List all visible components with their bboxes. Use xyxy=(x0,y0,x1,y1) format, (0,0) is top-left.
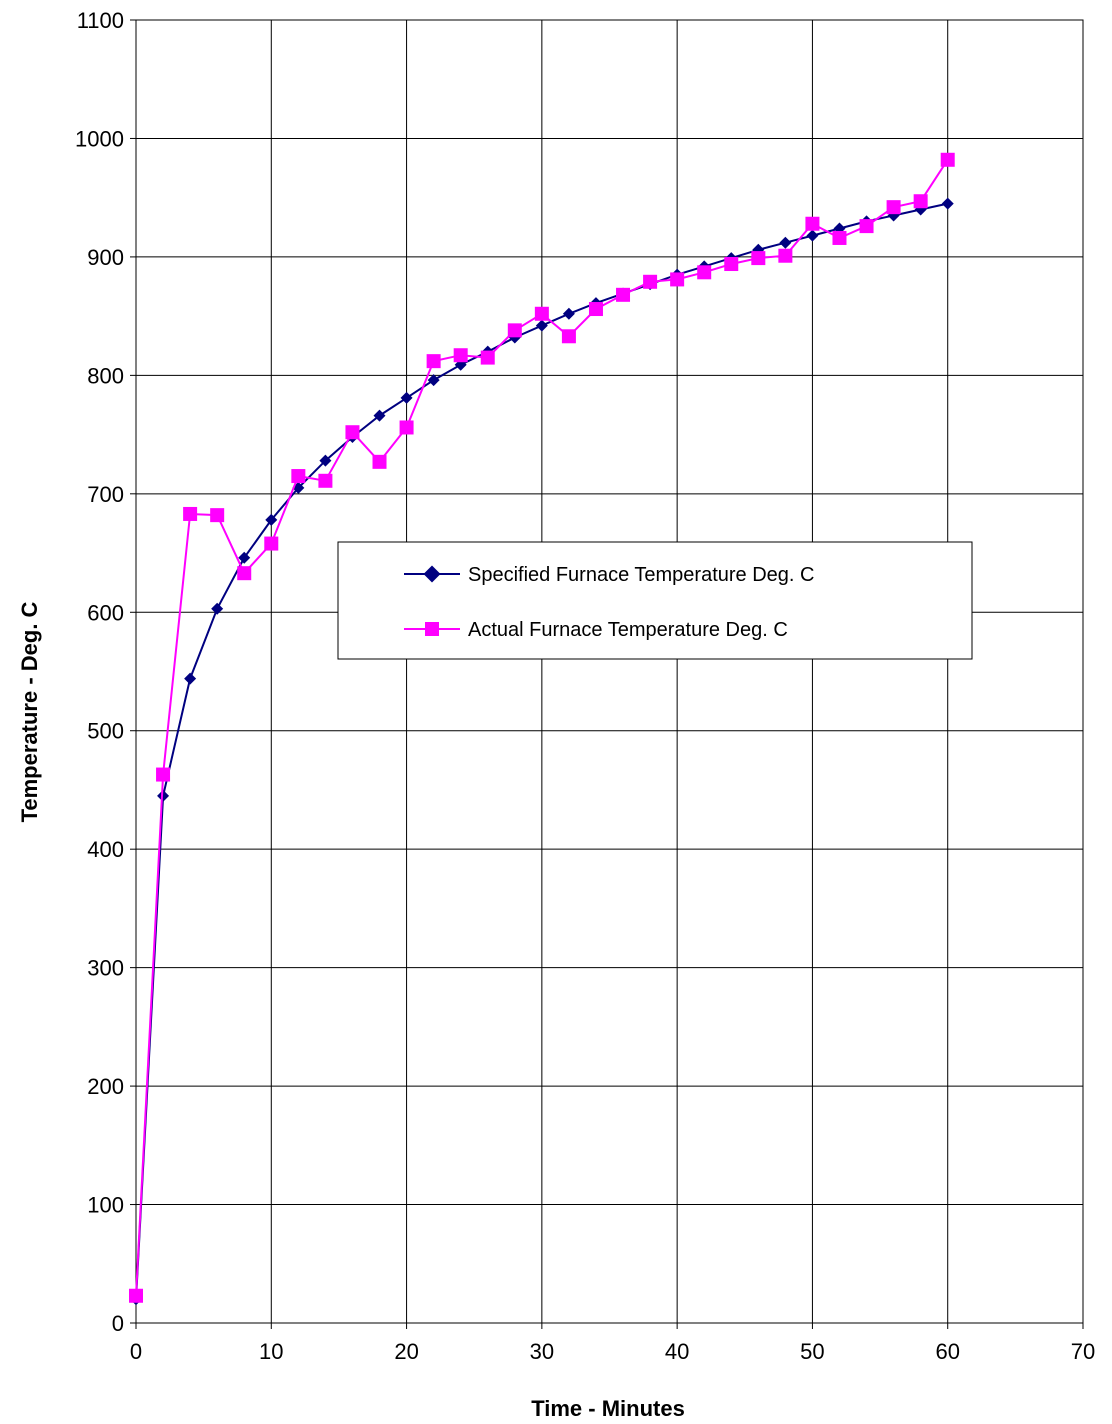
data-point xyxy=(534,306,549,321)
y-tick-label: 100 xyxy=(87,1193,124,1218)
x-tick-label: 40 xyxy=(665,1339,689,1364)
data-point xyxy=(561,329,576,344)
series-actual xyxy=(129,152,955,1303)
gridlines xyxy=(135,19,1084,1324)
x-tick-label: 50 xyxy=(800,1339,824,1364)
plot-frame xyxy=(135,19,1084,1324)
data-point xyxy=(724,257,739,272)
data-point xyxy=(264,536,279,551)
legend-marker-square xyxy=(425,622,439,636)
series-group xyxy=(129,152,955,1306)
data-point xyxy=(318,473,333,488)
data-point xyxy=(779,236,792,249)
y-tick-label: 500 xyxy=(87,719,124,744)
y-tick-label: 600 xyxy=(87,600,124,625)
data-point xyxy=(157,789,170,802)
data-point xyxy=(265,513,278,526)
legend-label-actual: Actual Furnace Temperature Deg. C xyxy=(468,619,788,641)
data-point xyxy=(238,551,251,564)
data-point xyxy=(480,350,495,365)
y-tick-label: 400 xyxy=(87,837,124,862)
data-point xyxy=(616,287,631,302)
data-point xyxy=(129,1288,143,1303)
legend-box xyxy=(337,541,973,660)
data-point xyxy=(832,230,847,245)
axes xyxy=(130,19,1084,1329)
data-point xyxy=(291,469,306,484)
data-point xyxy=(778,248,793,263)
data-point xyxy=(372,454,387,469)
data-point xyxy=(859,219,874,234)
y-tick-label: 900 xyxy=(87,245,124,270)
y-tick-label: 200 xyxy=(87,1074,124,1099)
y-tick-label: 0 xyxy=(112,1311,124,1336)
data-point xyxy=(453,348,468,363)
data-point xyxy=(588,302,603,317)
data-point xyxy=(535,319,548,332)
y-tick-label: 700 xyxy=(87,482,124,507)
data-point xyxy=(210,508,225,523)
data-point xyxy=(941,197,954,210)
x-tick-label: 0 xyxy=(130,1339,142,1364)
data-point xyxy=(426,354,441,369)
data-point xyxy=(345,425,360,440)
data-point xyxy=(507,323,522,338)
data-point xyxy=(697,265,712,280)
data-point xyxy=(670,272,685,287)
data-point xyxy=(427,374,440,387)
x-tick-label: 60 xyxy=(935,1339,959,1364)
data-point xyxy=(805,216,820,231)
data-point xyxy=(184,672,197,685)
tick-labels: 0 100 200 300 400 500 600 700 800 900 1000 1100 0 10 2… xyxy=(75,8,1095,1364)
x-axis-title: Time - Minutes xyxy=(531,1396,685,1421)
data-point xyxy=(373,409,386,422)
x-tick-label: 30 xyxy=(530,1339,554,1364)
legend: Specified Furnace Temperature Deg. C Act… xyxy=(337,541,973,660)
data-point xyxy=(940,152,955,167)
data-point xyxy=(751,251,766,266)
x-tick-label: 70 xyxy=(1071,1339,1095,1364)
y-tick-label: 300 xyxy=(87,956,124,981)
data-point xyxy=(913,194,928,209)
data-point xyxy=(237,566,252,581)
x-tick-label: 10 xyxy=(259,1339,283,1364)
data-point xyxy=(562,307,575,320)
y-axis-title: Temperature - Deg. C xyxy=(17,601,42,822)
legend-item-specified: Specified Furnace Temperature Deg. C xyxy=(404,564,814,586)
data-point xyxy=(806,229,819,242)
y-tick-label: 1000 xyxy=(75,126,124,151)
data-point xyxy=(643,274,658,289)
data-point xyxy=(156,767,171,782)
legend-marker-diamond xyxy=(423,565,441,583)
data-point xyxy=(400,391,413,404)
data-point xyxy=(183,506,198,521)
data-point xyxy=(886,200,901,215)
y-tick-label: 1100 xyxy=(77,8,124,33)
y-tick-label: 800 xyxy=(87,363,124,388)
x-tick-label: 20 xyxy=(394,1339,418,1364)
legend-item-actual: Actual Furnace Temperature Deg. C xyxy=(404,619,788,641)
legend-label-specified: Specified Furnace Temperature Deg. C xyxy=(468,564,814,586)
data-point xyxy=(319,454,332,467)
data-point xyxy=(399,420,414,435)
data-point xyxy=(211,602,224,615)
